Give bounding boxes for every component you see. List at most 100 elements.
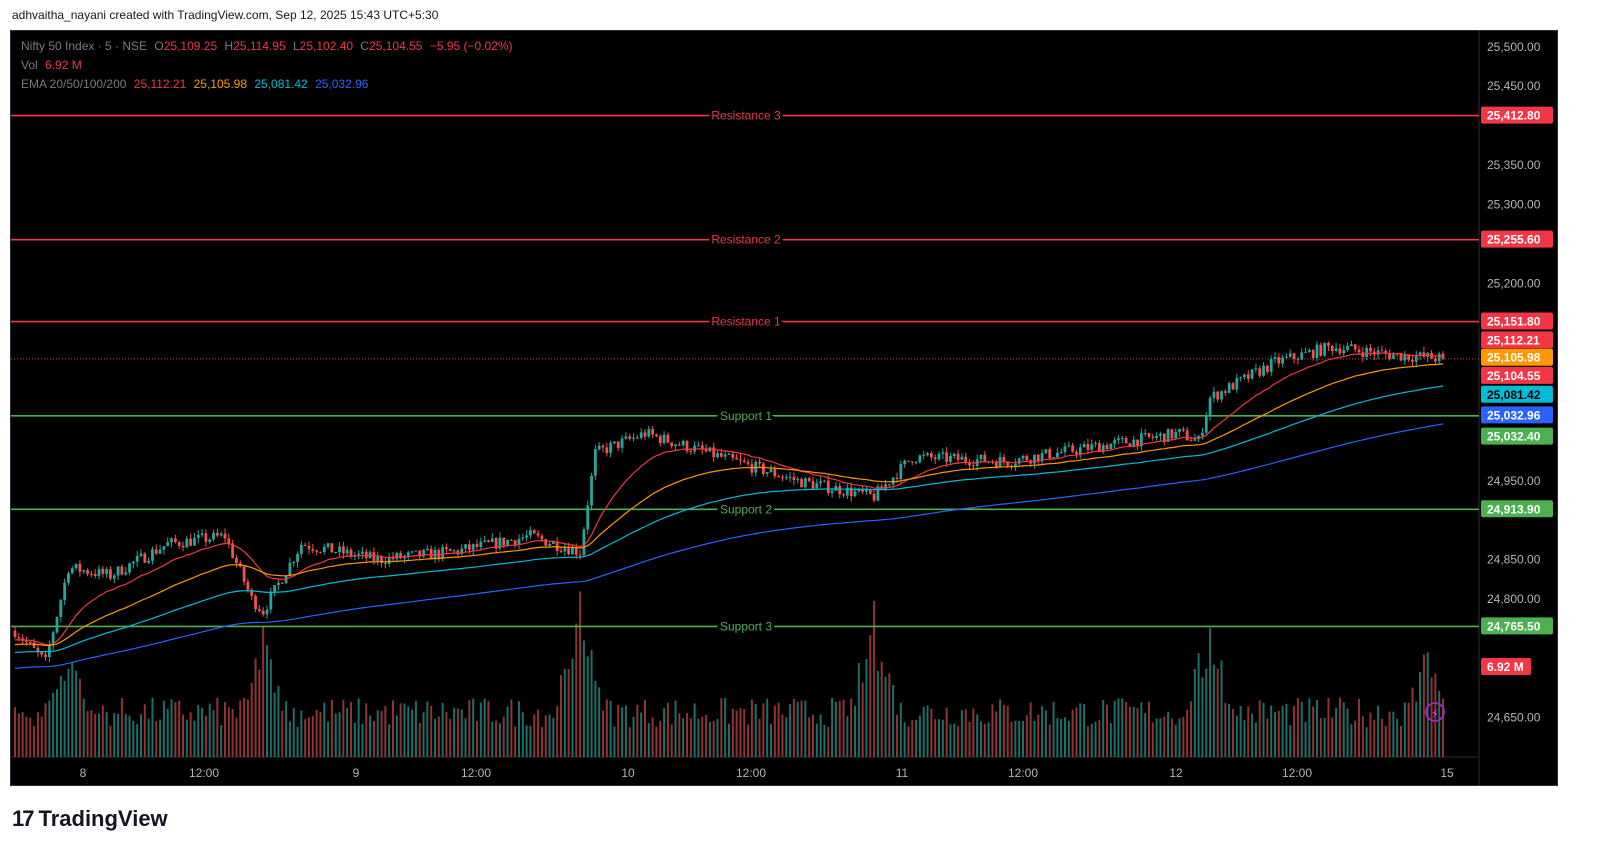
candle[interactable] xyxy=(1407,354,1411,360)
candle[interactable] xyxy=(1376,350,1380,355)
candle[interactable] xyxy=(487,540,490,542)
candle[interactable] xyxy=(112,575,116,579)
candle[interactable] xyxy=(1288,353,1292,357)
candle[interactable] xyxy=(979,454,983,460)
candle[interactable] xyxy=(849,487,853,497)
candle[interactable] xyxy=(265,609,269,615)
candle[interactable] xyxy=(1246,374,1250,379)
candle[interactable] xyxy=(1384,350,1388,354)
candle[interactable] xyxy=(1181,429,1185,431)
candle[interactable] xyxy=(1422,352,1426,357)
candle[interactable] xyxy=(567,548,571,555)
candle[interactable] xyxy=(246,581,250,590)
candle[interactable] xyxy=(406,552,410,556)
candle[interactable] xyxy=(151,549,154,561)
candle[interactable] xyxy=(803,478,807,488)
candle[interactable] xyxy=(826,480,830,493)
candle[interactable] xyxy=(1296,358,1300,360)
candle[interactable] xyxy=(727,453,731,455)
candle[interactable] xyxy=(425,548,429,550)
candle[interactable] xyxy=(1094,443,1097,445)
candle[interactable] xyxy=(460,548,464,555)
candle[interactable] xyxy=(887,484,891,486)
candle[interactable] xyxy=(555,541,559,551)
candle[interactable] xyxy=(1304,351,1307,353)
candle[interactable] xyxy=(1040,453,1044,462)
candle[interactable] xyxy=(311,548,315,551)
candle[interactable] xyxy=(250,589,254,596)
candle[interactable] xyxy=(135,555,139,562)
candle[interactable] xyxy=(1174,431,1178,439)
candle[interactable] xyxy=(1086,444,1090,450)
candle[interactable] xyxy=(78,563,82,572)
candle[interactable] xyxy=(1109,443,1113,450)
candle[interactable] xyxy=(1193,438,1197,441)
candle[interactable] xyxy=(86,570,89,574)
candle[interactable] xyxy=(93,574,97,576)
candle[interactable] xyxy=(834,486,838,491)
candle[interactable] xyxy=(1159,433,1162,436)
candle[interactable] xyxy=(910,461,914,463)
candle[interactable] xyxy=(1147,433,1151,437)
candle[interactable] xyxy=(868,488,872,494)
candle[interactable] xyxy=(1166,429,1170,442)
candle[interactable] xyxy=(697,445,700,447)
candle[interactable] xyxy=(613,441,616,444)
candle[interactable] xyxy=(273,585,277,593)
candle[interactable] xyxy=(616,441,620,448)
candle[interactable] xyxy=(1185,430,1189,441)
candle[interactable] xyxy=(845,487,849,496)
candle[interactable] xyxy=(632,437,635,439)
candle[interactable] xyxy=(44,654,47,657)
candle[interactable] xyxy=(322,546,326,553)
candle[interactable] xyxy=(1113,440,1117,444)
candle[interactable] xyxy=(647,429,651,437)
candle[interactable] xyxy=(330,543,334,553)
candle[interactable] xyxy=(1437,353,1441,362)
candle[interactable] xyxy=(479,541,483,548)
chart-frame[interactable]: 25,500.00 25,450.00 25,350.00 25,300.00 25,2… xyxy=(10,30,1558,786)
candle[interactable] xyxy=(154,549,158,554)
candle[interactable] xyxy=(166,542,170,547)
candle[interactable] xyxy=(341,546,345,554)
candle[interactable] xyxy=(1250,369,1254,379)
candle[interactable] xyxy=(292,561,296,563)
candle[interactable] xyxy=(1388,353,1391,359)
candle[interactable] xyxy=(1036,454,1040,462)
candle[interactable] xyxy=(1235,378,1239,390)
candle[interactable] xyxy=(208,539,212,542)
candle[interactable] xyxy=(1281,357,1285,364)
candle[interactable] xyxy=(437,549,441,559)
candle[interactable] xyxy=(758,461,761,464)
candle[interactable] xyxy=(811,481,815,489)
candle[interactable] xyxy=(681,440,685,446)
candle[interactable] xyxy=(731,453,735,458)
candle[interactable] xyxy=(1052,457,1055,459)
candle[interactable] xyxy=(494,538,498,549)
candle[interactable] xyxy=(792,476,796,481)
candle[interactable] xyxy=(1346,346,1349,350)
candle[interactable] xyxy=(147,560,151,563)
candle[interactable] xyxy=(742,460,746,462)
candle[interactable] xyxy=(1216,391,1220,400)
candle[interactable] xyxy=(1319,344,1323,356)
candle[interactable] xyxy=(334,552,338,554)
candle[interactable] xyxy=(101,568,105,574)
candle[interactable] xyxy=(1338,348,1342,354)
candle[interactable] xyxy=(1380,350,1384,352)
candle[interactable] xyxy=(1033,454,1036,464)
candle[interactable] xyxy=(410,551,414,553)
candle[interactable] xyxy=(601,445,605,448)
candle[interactable] xyxy=(784,477,788,479)
candle[interactable] xyxy=(1391,354,1395,359)
candle[interactable] xyxy=(628,436,632,439)
candle[interactable] xyxy=(55,617,59,633)
candle[interactable] xyxy=(521,537,525,539)
candle[interactable] xyxy=(307,546,311,549)
candle[interactable] xyxy=(25,640,28,643)
candle[interactable] xyxy=(1006,461,1010,466)
candle[interactable] xyxy=(548,543,551,546)
candle[interactable] xyxy=(418,550,422,557)
candle[interactable] xyxy=(345,549,349,554)
candle[interactable] xyxy=(1082,444,1086,448)
